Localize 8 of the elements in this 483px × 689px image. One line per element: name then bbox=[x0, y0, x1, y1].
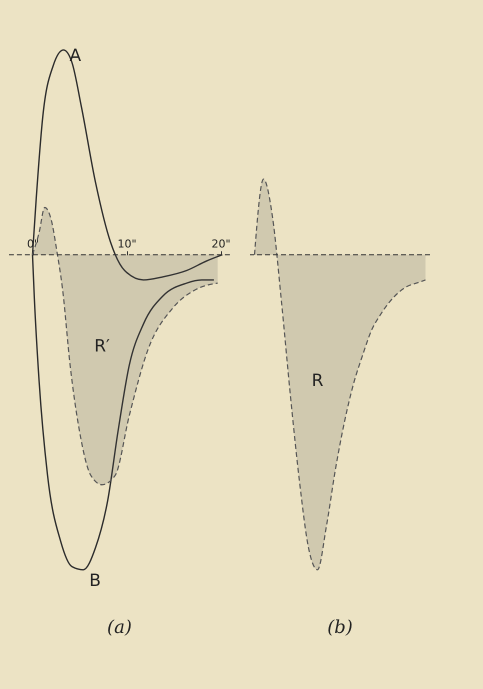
series-label: R′ bbox=[94, 336, 110, 357]
x-tick-label: 10" bbox=[117, 237, 137, 250]
series-label: B bbox=[89, 570, 101, 591]
text: (b) bbox=[327, 617, 353, 638]
series-label: R bbox=[312, 370, 324, 391]
series-label: A bbox=[70, 46, 82, 66]
text: (a) bbox=[107, 617, 132, 638]
x-tick-label: 20" bbox=[211, 237, 231, 250]
